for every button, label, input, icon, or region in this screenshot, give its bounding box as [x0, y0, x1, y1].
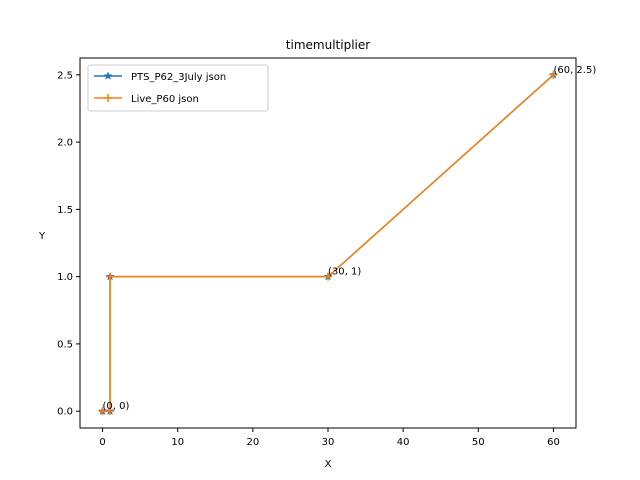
x-tick-label: 20 — [246, 437, 259, 448]
x-tick-label: 50 — [472, 437, 485, 448]
y-tick-label: 0.0 — [57, 407, 73, 418]
x-tick-label: 30 — [322, 437, 335, 448]
legend-marker-2 — [104, 94, 112, 102]
x-tick-label: 40 — [397, 437, 410, 448]
chart-title: timemultiplier — [286, 38, 370, 52]
x-tick-label: 10 — [171, 437, 184, 448]
y-tick-label: 2.5 — [57, 70, 73, 81]
series-2-point — [98, 407, 107, 416]
legend-box — [87, 64, 269, 112]
series-2-point — [106, 407, 115, 416]
y-tick-label: 1.5 — [57, 205, 73, 216]
series-2-point — [324, 272, 332, 281]
legend-label-2: Live_P60 json — [131, 94, 199, 105]
x-tick-label: 0 — [99, 437, 105, 448]
point-annotation: (0, 0) — [103, 401, 130, 412]
x-tick-label: 60 — [547, 437, 560, 448]
legend-marker-1 — [103, 71, 113, 80]
plot-area — [98, 70, 558, 416]
legend: PTS_P62_3July json Live_P60 json — [87, 64, 269, 112]
y-tick-label: 1.0 — [57, 272, 73, 283]
y-tick-label: 0.5 — [57, 339, 73, 350]
point-annotation: (60, 2.5) — [553, 65, 596, 76]
x-axis-label: X — [325, 459, 332, 470]
legend-label-1: PTS_P62_3July json — [131, 72, 226, 83]
series-2-point — [549, 70, 558, 79]
point-annotation: (30, 1) — [328, 267, 361, 278]
y-axis-label: Y — [38, 231, 46, 242]
series-2-point — [106, 272, 115, 281]
y-tick-label: 2.0 — [57, 138, 73, 149]
